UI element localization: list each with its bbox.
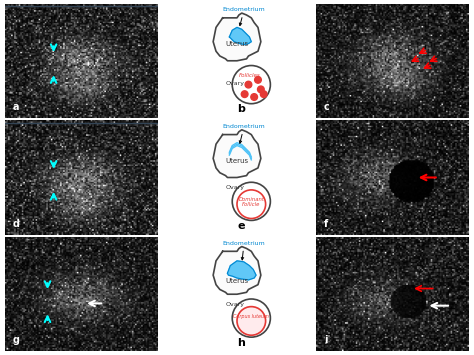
Text: c: c — [324, 102, 330, 112]
Circle shape — [245, 81, 252, 88]
Polygon shape — [229, 27, 251, 45]
Text: h: h — [237, 338, 245, 348]
Text: Endometrium: Endometrium — [223, 7, 265, 26]
Polygon shape — [213, 130, 261, 178]
Text: d: d — [12, 219, 19, 229]
Polygon shape — [237, 307, 265, 335]
Text: Uterus: Uterus — [226, 42, 248, 48]
Text: Uterus: Uterus — [226, 158, 248, 164]
Circle shape — [251, 94, 257, 100]
Circle shape — [241, 91, 248, 98]
Text: Ovary: Ovary — [226, 185, 245, 190]
Polygon shape — [213, 246, 261, 294]
Polygon shape — [213, 13, 261, 61]
Text: Follicles: Follicles — [238, 73, 260, 78]
Circle shape — [255, 77, 261, 83]
Text: Dominant: Dominant — [238, 197, 264, 202]
Text: b: b — [237, 104, 245, 114]
Text: i: i — [324, 335, 328, 345]
Circle shape — [260, 91, 267, 98]
Polygon shape — [228, 261, 256, 280]
Text: g: g — [12, 335, 19, 345]
Text: Endometrium: Endometrium — [223, 124, 265, 143]
Text: a: a — [12, 102, 19, 112]
Text: Uterus: Uterus — [226, 278, 248, 284]
Circle shape — [257, 86, 264, 93]
Text: e: e — [237, 221, 245, 231]
Text: Corpus luteum: Corpus luteum — [233, 314, 269, 319]
Text: Ovary: Ovary — [226, 302, 245, 307]
Text: f: f — [324, 219, 328, 229]
Text: Ovary: Ovary — [226, 81, 245, 86]
Text: Follicle: Follicle — [242, 202, 261, 207]
Text: Endometrium: Endometrium — [223, 241, 265, 260]
